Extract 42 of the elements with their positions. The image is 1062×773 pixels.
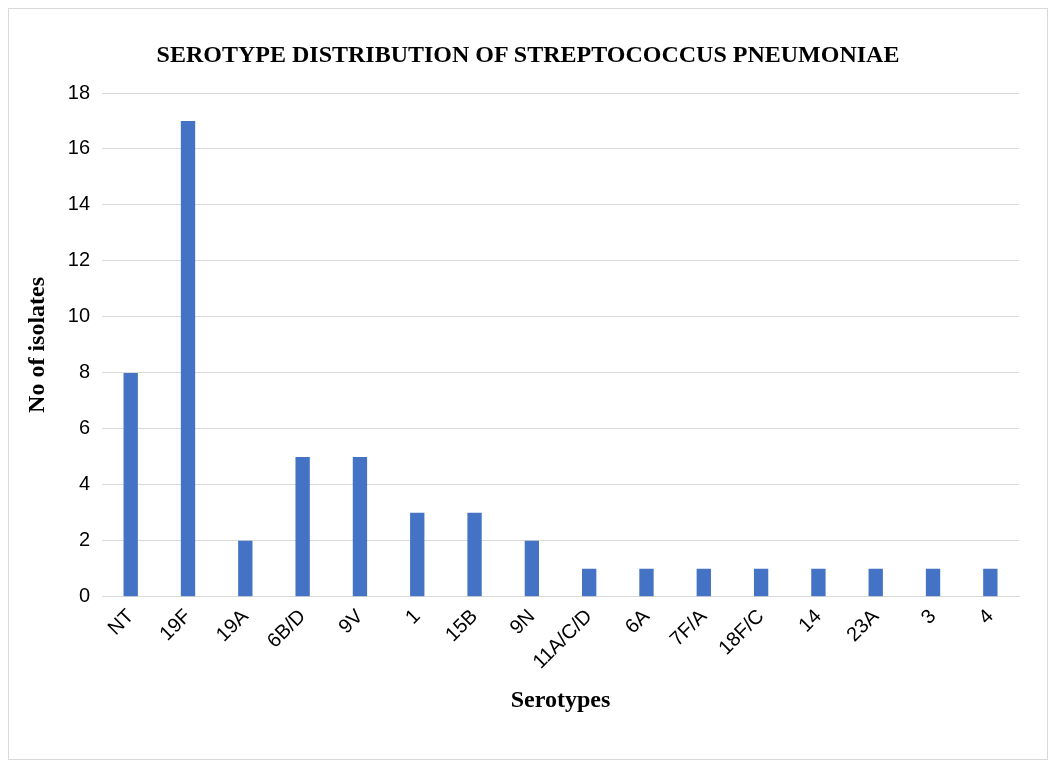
y-tick-label: 8 [78, 360, 91, 383]
bar [352, 456, 368, 597]
y-tick-label: 0 [78, 584, 91, 607]
x-tick-label: 15B [440, 604, 482, 646]
y-tick-label: 18 [67, 80, 91, 103]
bar [524, 540, 540, 597]
bar [295, 456, 310, 597]
y-tick-label: 14 [67, 192, 91, 215]
y-tick-label: 4 [78, 472, 91, 495]
x-tick-label: 9N [504, 604, 539, 639]
bar [467, 512, 482, 597]
x-tick-label: 1 [400, 604, 424, 628]
bar [582, 568, 597, 597]
bar [983, 568, 998, 597]
chart-title: SEROTYPE DISTRIBUTION OF STREPTOCOCCUS PNEUMONIAE [155, 40, 901, 69]
y-tick-label: 16 [67, 136, 91, 159]
bar [238, 540, 253, 597]
bar [868, 568, 883, 597]
bar [123, 372, 138, 597]
y-tick-label: 12 [67, 248, 91, 271]
bar [639, 568, 654, 597]
bar [811, 568, 826, 597]
y-tick-label: 6 [78, 416, 91, 439]
bar [180, 120, 196, 597]
y-tick-label: 2 [78, 528, 91, 551]
x-tick-label: 19A [211, 604, 253, 646]
x-tick-label: 6A [620, 604, 654, 638]
x-axis-title: Serotypes [510, 685, 611, 712]
bar [753, 568, 769, 597]
bar [410, 512, 425, 597]
x-tick-label: 14 [793, 604, 826, 636]
y-tick-label: 10 [67, 304, 91, 327]
x-tick-label: 9V [333, 604, 368, 638]
y-axis-title: No of isolates [22, 276, 49, 413]
x-tick-label: 23A [841, 604, 883, 646]
x-tick-label: 4 [973, 604, 998, 628]
bar [925, 568, 941, 597]
x-tick-label: 7F/A [665, 604, 711, 650]
bar [696, 568, 711, 597]
x-tick-label: 19F [154, 604, 195, 645]
x-tick-label: 3 [916, 604, 940, 628]
x-tick-label: NT [103, 604, 138, 639]
